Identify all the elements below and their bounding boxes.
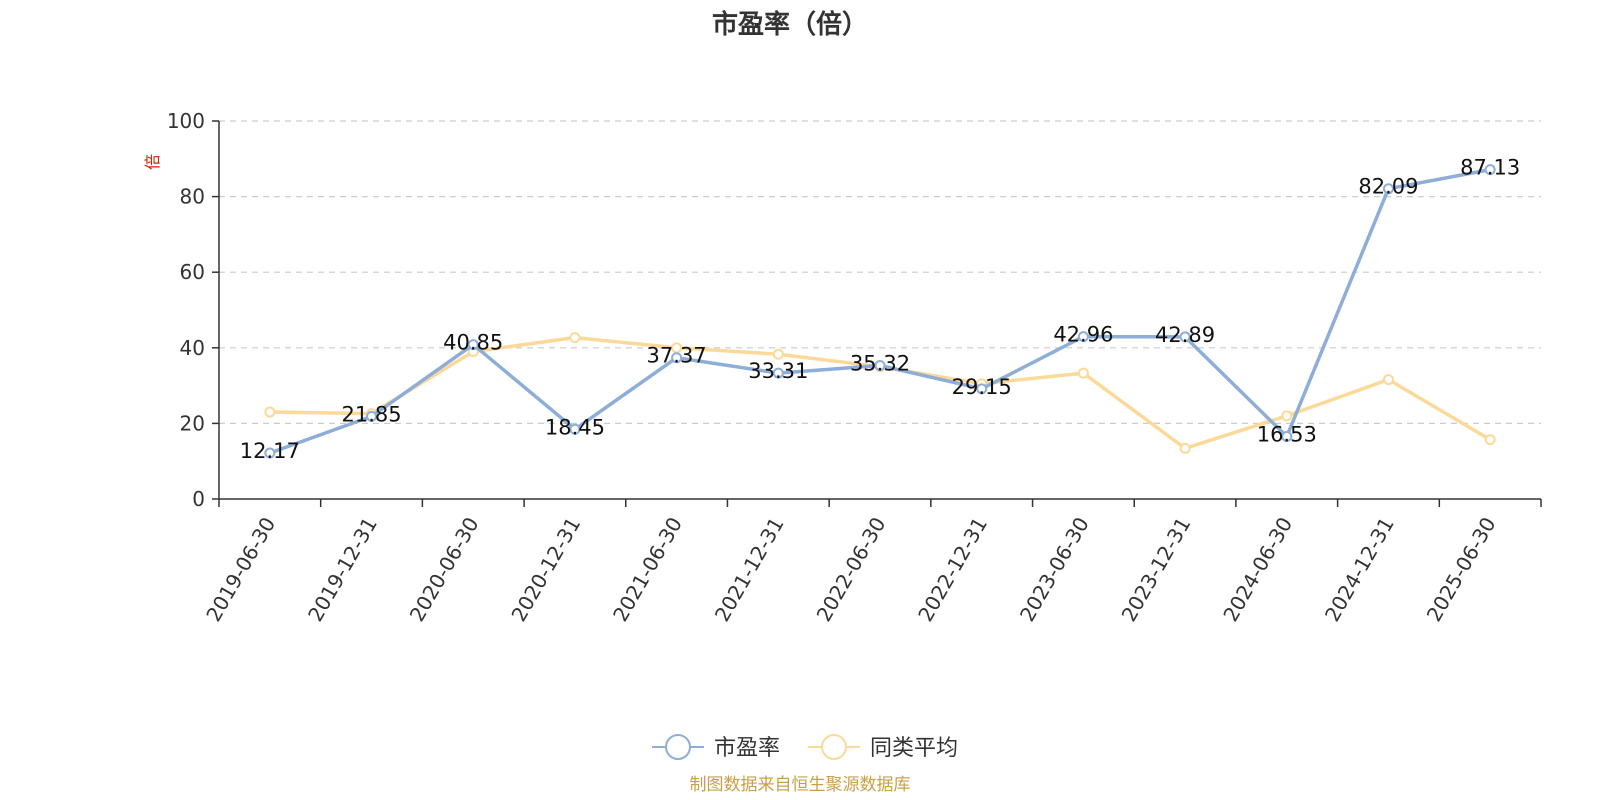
data-point-pe bbox=[366, 410, 378, 422]
legend-label-pe: 市盈率 bbox=[714, 736, 780, 761]
data-point-pe bbox=[1281, 431, 1293, 443]
data-label-pe: 42.96 bbox=[1053, 323, 1113, 347]
y-tick-label: 0 bbox=[192, 487, 205, 511]
data-point-pe bbox=[569, 423, 581, 435]
data-label-pe: 35.32 bbox=[850, 351, 910, 375]
legend: 市盈率 同类平均 bbox=[652, 734, 958, 761]
data-label-pe: 16.53 bbox=[1257, 423, 1317, 447]
data-point-pe bbox=[874, 359, 886, 371]
data-label-pe: 29.15 bbox=[952, 375, 1012, 399]
data-labels: 12.17 21.85 40.85 18.45 37.37 33.31 35.32 29.15… bbox=[240, 156, 1520, 463]
series-lines bbox=[264, 164, 1496, 459]
data-point-pe bbox=[1382, 183, 1394, 195]
data-label-pe: 21.85 bbox=[341, 402, 401, 426]
data-point-pe bbox=[467, 339, 479, 351]
legend-label-peer-average: 同类平均 bbox=[870, 736, 958, 761]
x-tick-label: 2024-06-30 bbox=[1218, 513, 1297, 626]
data-label-pe: 42.89 bbox=[1155, 323, 1215, 347]
data-point-peer-average bbox=[264, 406, 276, 418]
data-point-pe bbox=[671, 352, 683, 364]
x-tick-label: 2025-06-30 bbox=[1422, 513, 1501, 626]
x-tick-label: 2022-06-30 bbox=[811, 513, 890, 626]
data-label-pe: 18.45 bbox=[545, 415, 605, 439]
x-tick-label: 2020-06-30 bbox=[405, 513, 484, 626]
data-point-peer-average bbox=[1484, 434, 1496, 446]
data-point-pe bbox=[1484, 164, 1496, 176]
chart-title: 市盈率（倍） bbox=[712, 9, 868, 40]
data-point-peer-average bbox=[1281, 410, 1293, 422]
data-label-pe: 82.09 bbox=[1358, 175, 1418, 199]
data-label-pe: 33.31 bbox=[748, 359, 808, 383]
data-label-pe: 12.17 bbox=[240, 439, 300, 463]
data-point-peer-average bbox=[1179, 442, 1191, 454]
x-tick-label: 2021-06-30 bbox=[608, 513, 687, 626]
source-note: 制图数据来自恒生聚源数据库 bbox=[690, 775, 911, 795]
y-tick-label: 80 bbox=[180, 185, 205, 209]
data-point-peer-average bbox=[569, 332, 581, 344]
data-point-pe bbox=[976, 383, 988, 395]
data-point-pe bbox=[1077, 331, 1089, 343]
y-tick-label: 60 bbox=[180, 260, 205, 284]
y-tick-label: 100 bbox=[167, 109, 205, 133]
x-tick-label: 2019-12-31 bbox=[303, 513, 382, 626]
gridlines bbox=[219, 120, 1541, 424]
data-point-pe bbox=[772, 367, 784, 379]
y-tick-label: 20 bbox=[180, 411, 205, 435]
data-point-peer-average bbox=[772, 348, 784, 360]
data-label-pe: 40.85 bbox=[443, 331, 503, 355]
x-tick-label: 2024-12-31 bbox=[1320, 513, 1399, 626]
data-point-pe bbox=[1179, 331, 1191, 343]
x-tick-label: 2020-12-31 bbox=[506, 513, 585, 626]
data-point-pe bbox=[264, 447, 276, 459]
legend-marker bbox=[821, 734, 847, 760]
data-label-pe: 37.37 bbox=[647, 344, 707, 368]
data-label-pe: 87.13 bbox=[1460, 156, 1520, 180]
x-tick-label: 2023-06-30 bbox=[1015, 513, 1094, 626]
y-axis-label: 倍 bbox=[143, 154, 162, 170]
x-tick-label: 2023-12-31 bbox=[1117, 513, 1196, 626]
data-point-peer-average bbox=[1382, 374, 1394, 386]
y-tick-label: 40 bbox=[180, 336, 205, 360]
x-tick-label: 2019-06-30 bbox=[201, 513, 280, 626]
x-tick-label: 2022-12-31 bbox=[913, 513, 992, 626]
legend-marker bbox=[665, 734, 691, 760]
data-point-peer-average bbox=[1077, 367, 1089, 379]
x-tick-label: 2021-12-31 bbox=[710, 513, 789, 626]
series-line-pe bbox=[269, 167, 1491, 455]
